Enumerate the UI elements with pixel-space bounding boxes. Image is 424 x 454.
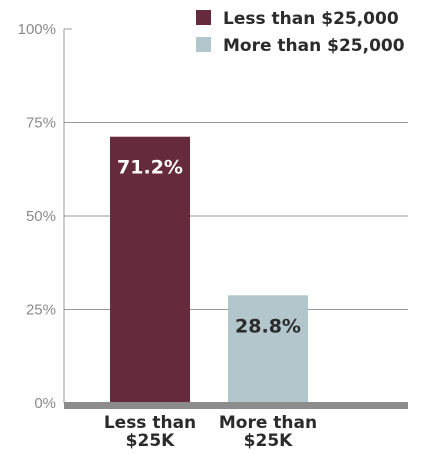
x-tick-label: $25K: [244, 431, 293, 451]
bar: [228, 295, 308, 403]
y-tick-label: 25%: [26, 302, 56, 319]
legend-label: More than $25,000: [223, 36, 405, 56]
x-tick-label: Less than: [104, 413, 196, 433]
x-axis-baseline: [64, 402, 408, 409]
x-tick-label: $25K: [126, 431, 175, 451]
y-tick-label: 0%: [34, 395, 56, 412]
data-label: 71.2%: [117, 157, 183, 179]
y-tick-label: 50%: [26, 208, 56, 225]
y-axis: 0% 25% 50% 75% 100%: [18, 21, 72, 412]
legend-swatch: [196, 10, 211, 25]
bar: [110, 136, 190, 403]
legend: Less than $25,000 More than $25,000: [196, 9, 405, 56]
legend-label: Less than $25,000: [223, 9, 399, 29]
bars: [110, 136, 308, 403]
y-tick-label: 75%: [26, 115, 56, 132]
data-label: 28.8%: [235, 315, 301, 337]
data-labels: 71.2% 28.8%: [117, 157, 301, 338]
y-tick-label: 100%: [18, 21, 56, 38]
x-tick-label: More than: [219, 413, 317, 433]
x-axis-baseline-bar: [64, 402, 408, 409]
legend-swatch: [196, 37, 211, 52]
